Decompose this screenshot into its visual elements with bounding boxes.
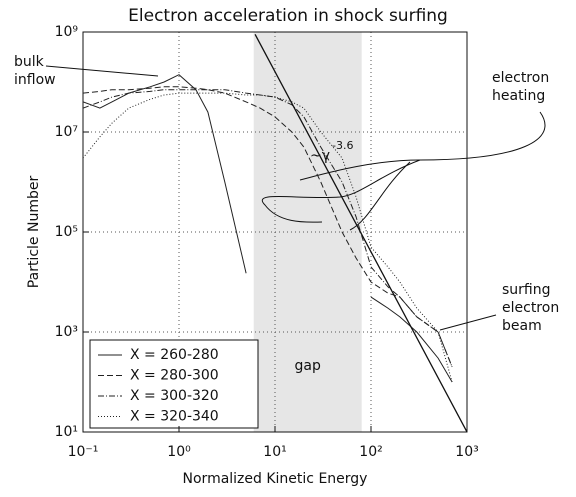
power-law-line: [254, 33, 467, 432]
annotation-text: electron: [492, 70, 549, 86]
annotation-text: inflow: [14, 72, 56, 88]
gap-label: gap: [295, 358, 321, 374]
annotation-text: beam: [502, 318, 542, 334]
x-tick-label: 10²: [359, 444, 382, 460]
arrow: [261, 159, 421, 223]
chart-title: Electron acceleration in shock surfing: [128, 6, 448, 26]
y-tick-label: 10³: [55, 324, 78, 340]
arrow: [439, 314, 497, 331]
annotation-text: bulk: [14, 54, 45, 70]
y-axis-label: Particle Number: [26, 176, 42, 289]
annotation-text: heating: [492, 88, 545, 104]
y-tick-label: 10⁹: [55, 24, 79, 40]
series-line: [83, 86, 453, 368]
y-tick-label: 10⁷: [55, 124, 78, 140]
plot-frame: [82, 31, 468, 433]
series-line: [83, 74, 453, 383]
x-tick-label: 10¹: [263, 444, 286, 460]
arrow: [349, 161, 411, 231]
series-line: [83, 92, 453, 383]
legend: X = 260-280 X = 280-300 X = 300-320 X = 320…: [89, 339, 259, 429]
y-tick-label: 10¹: [55, 424, 78, 440]
annotation-text: surfing: [502, 282, 551, 298]
x-tick-label: 10⁻¹: [68, 444, 99, 460]
power-law-exponent: -3.6: [332, 139, 353, 152]
y-tick-label: 10⁵: [55, 224, 78, 240]
series-line: [83, 89, 453, 368]
x-tick-label: 10⁰: [167, 444, 191, 460]
legend-label: X = 260-280: [130, 347, 219, 363]
arrow: [45, 65, 159, 77]
legend-label: X = 320-340: [130, 409, 219, 425]
x-axis-label: Normalized Kinetic Energy: [183, 471, 368, 487]
power-law-label: ~γ: [310, 148, 330, 164]
legend-label: X = 300-320: [130, 388, 219, 404]
legend-label: X = 280-300: [130, 368, 219, 384]
x-tick-label: 10³: [455, 444, 478, 460]
annotation-text: electron: [502, 300, 559, 316]
